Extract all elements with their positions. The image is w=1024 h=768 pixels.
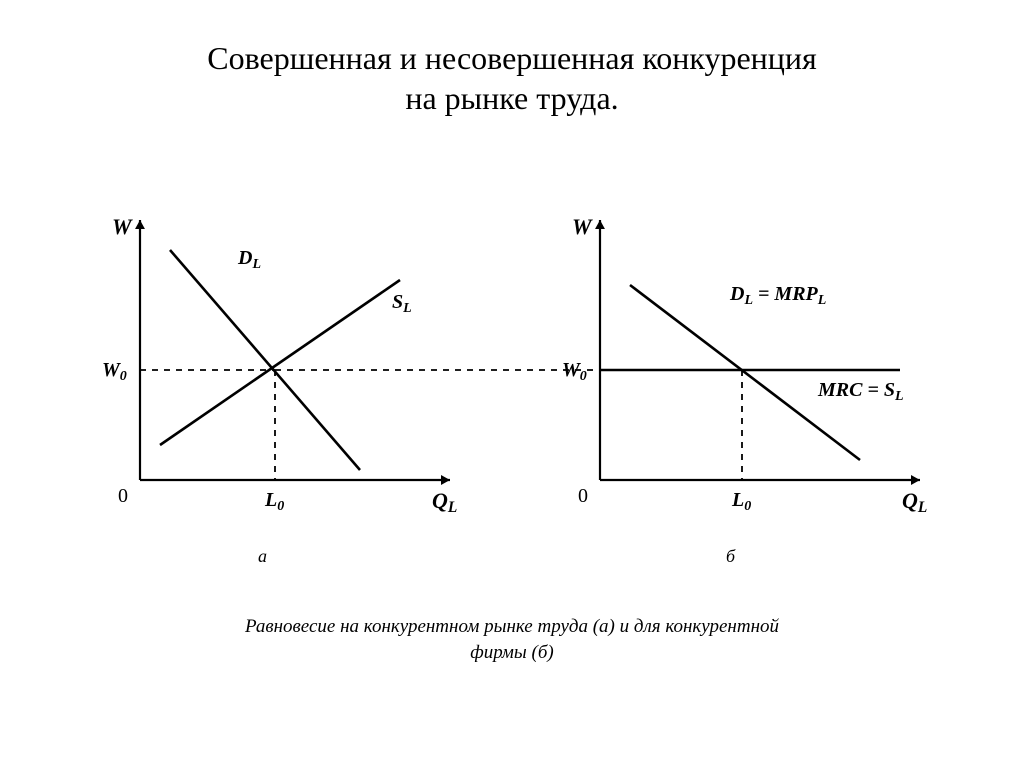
arrow-head [135, 220, 145, 229]
title-line-2: на рынке труда. [405, 80, 618, 116]
page: Совершенная и несовершенная конкуренция … [0, 0, 1024, 768]
chart-b-demand-line [630, 285, 860, 460]
chart-b-w0-label: W0 [562, 359, 587, 384]
chart-b-s-label: MRC = SL [817, 379, 904, 404]
chart-b-x-label: QL [902, 488, 927, 516]
chart-b-sublabel: б [726, 546, 735, 567]
caption-line-1: Равновесие на конкурентном рынке труда (… [245, 616, 779, 637]
title-line-1: Совершенная и несовершенная конкуренция [207, 40, 817, 76]
chart-a-sublabel: а [258, 546, 267, 567]
chart-a-w0-label: W0 [102, 359, 127, 384]
charts-container: WQL0W0L0DLSLWQL0W0L0DL = MRPLMRC = SL а … [70, 200, 954, 540]
chart-a-origin-label: 0 [118, 485, 128, 507]
arrow-head [441, 475, 450, 485]
arrow-head [911, 475, 920, 485]
arrow-head [595, 220, 605, 229]
chart-a-l0-label: L0 [264, 489, 284, 514]
chart-b-origin-label: 0 [578, 485, 588, 507]
caption: Равновесие на конкурентном рынке труда (… [0, 614, 1024, 665]
chart-a-demand-line [170, 250, 360, 470]
chart-a-supply-line [160, 280, 400, 445]
chart-a-s-label: SL [392, 291, 412, 316]
chart-b-d-label: DL = MRPL [729, 283, 826, 308]
caption-line-2: фирмы (б) [470, 642, 554, 663]
chart-b-l0-label: L0 [731, 489, 751, 514]
charts-svg: W QL 0 W0 L0 DL SL W QL 0 W0 L0 DL = MRPL MRC = SL [70, 200, 954, 540]
chart-a-d-label: DL [237, 247, 261, 272]
chart-a-y-label: W [112, 214, 133, 239]
chart-a-x-label: QL [432, 488, 457, 516]
page-title: Совершенная и несовершенная конкуренция … [0, 38, 1024, 118]
chart-b-y-label: W [572, 214, 593, 239]
